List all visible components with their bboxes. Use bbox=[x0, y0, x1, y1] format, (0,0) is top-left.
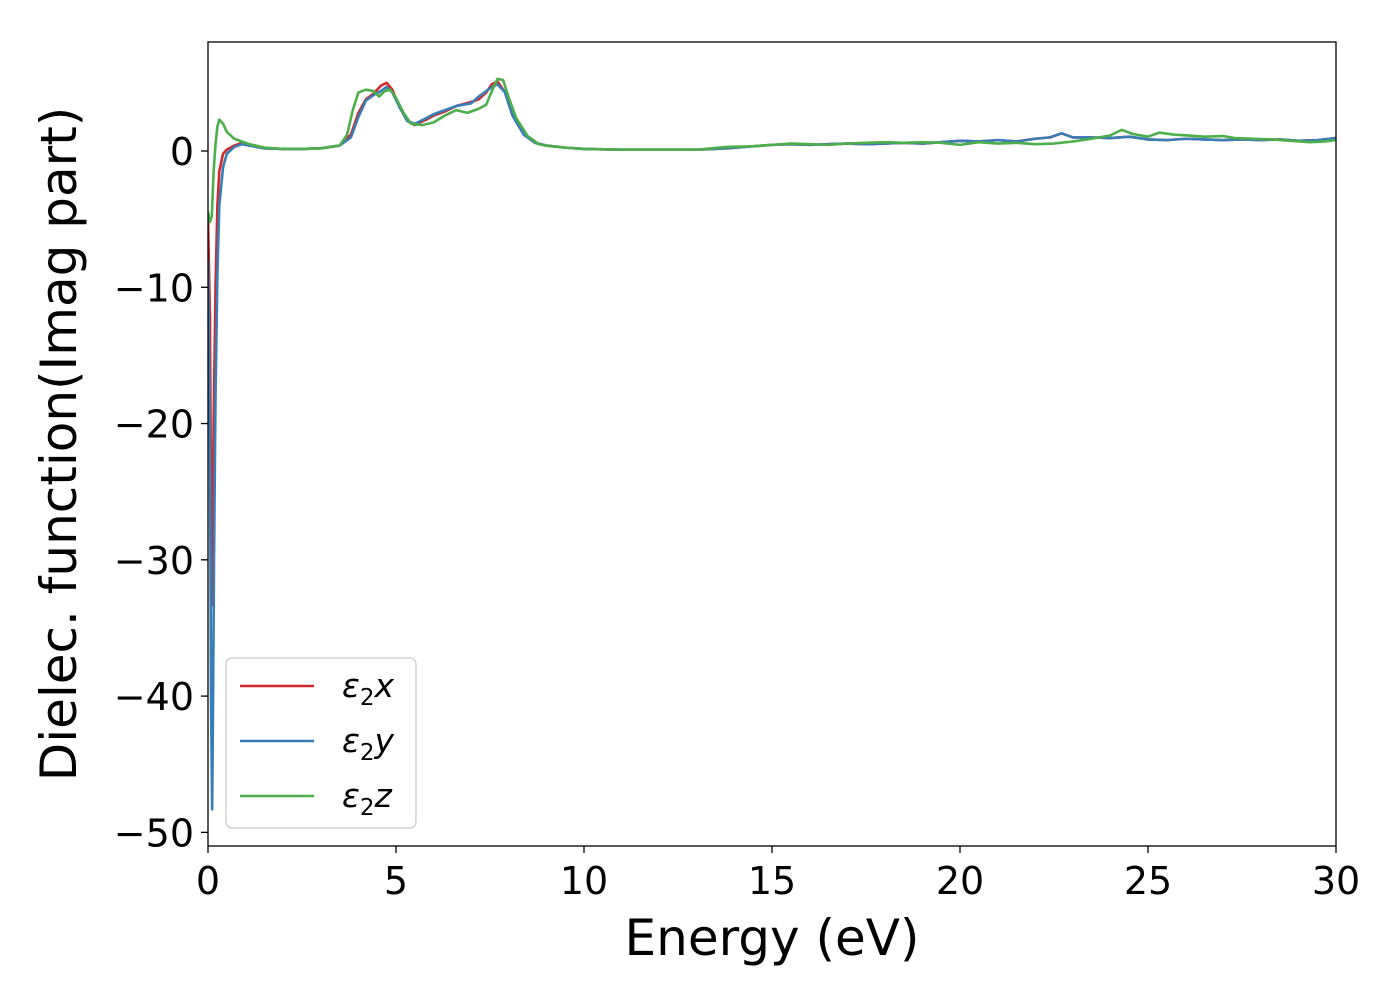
y-tick-label: −40 bbox=[114, 675, 194, 719]
legend-label-1: ε2x bbox=[342, 666, 394, 711]
y-tick-label: −50 bbox=[114, 811, 194, 855]
series-layer bbox=[208, 77, 1336, 811]
x-tick-label: 10 bbox=[560, 859, 608, 903]
series-line-3 bbox=[208, 77, 1336, 224]
legend-label-3: ε2z bbox=[342, 776, 392, 821]
y-tick-label: 0 bbox=[170, 130, 194, 174]
legend-frame bbox=[225, 657, 417, 829]
x-tick-label: 20 bbox=[936, 859, 984, 903]
series-line-1 bbox=[208, 80, 1336, 607]
y-tick-label: −10 bbox=[114, 266, 194, 310]
x-axis-title: Energy (eV) bbox=[625, 909, 920, 967]
legend-label-2: ε2y bbox=[342, 721, 394, 766]
x-tick-label: 25 bbox=[1124, 859, 1172, 903]
y-tick-label: −20 bbox=[114, 403, 194, 447]
x-axis-ticks: 0 5 10 15 20 25 30 bbox=[196, 846, 1360, 903]
x-tick-label: 15 bbox=[748, 859, 796, 903]
legend: ε2x ε2y ε2z bbox=[225, 657, 417, 829]
x-tick-label: 0 bbox=[196, 859, 220, 903]
y-axis-title: Dielec. function(Imag part) bbox=[30, 107, 88, 782]
y-tick-label: −30 bbox=[114, 539, 194, 583]
legend-entries: ε2x ε2y ε2z bbox=[240, 666, 394, 821]
x-tick-label: 5 bbox=[384, 859, 408, 903]
y-axis-ticks: −50 −40 −30 −20 −10 0 bbox=[114, 130, 208, 855]
x-tick-label: 30 bbox=[1312, 859, 1360, 903]
